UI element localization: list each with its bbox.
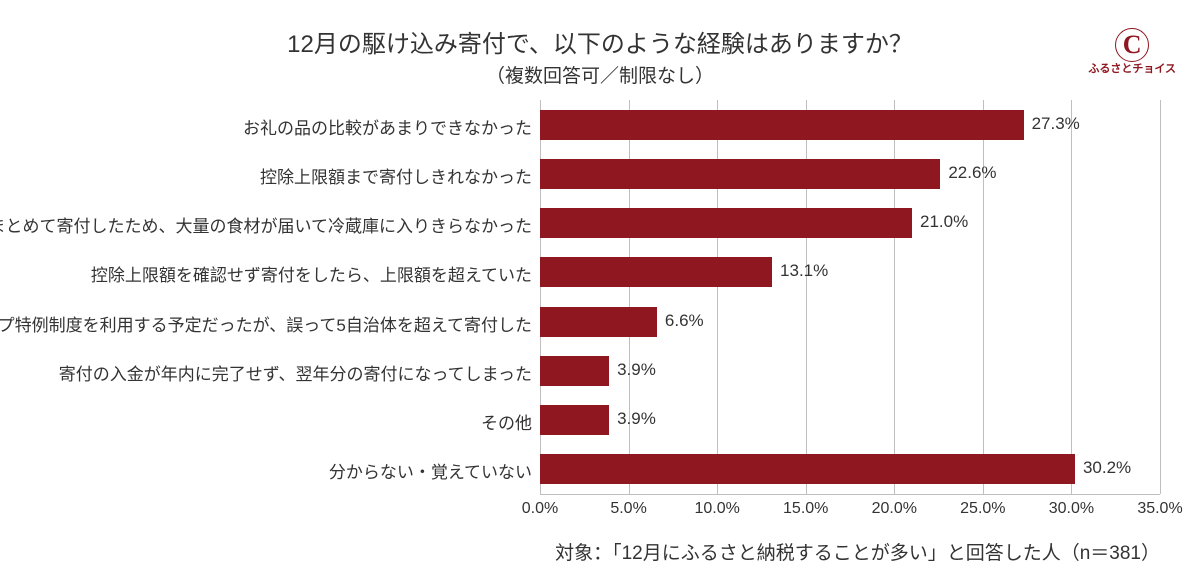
chart-subtitle: （複数回答可／制限なし）	[0, 61, 1200, 88]
chart-x-axis	[540, 494, 1160, 495]
chart-category-label: 控除上限額まで寄付しきれなかった	[260, 163, 532, 188]
chart-gridline	[983, 100, 984, 494]
logo-letter: C	[1123, 32, 1142, 58]
chart-x-tick: 10.0%	[694, 500, 739, 518]
chart-value-label: 30.2%	[1083, 458, 1131, 478]
chart-value-label: 3.9%	[617, 409, 656, 429]
chart-x-tick: 15.0%	[783, 500, 828, 518]
chart-bar	[540, 159, 940, 189]
chart-value-label: 6.6%	[665, 311, 704, 331]
chart-footer-note: 対象：「12月にふるさと納税することが多い」と回答した人（n＝381）	[555, 538, 1160, 565]
logo-text: ふるさとチョイス	[1088, 64, 1176, 75]
chart-title-block: 12月の駆け込み寄付で、以下のような経験はありますか？ （複数回答可／制限なし）	[0, 0, 1200, 88]
chart-bar	[540, 208, 912, 238]
chart-title: 12月の駆け込み寄付で、以下のような経験はありますか？	[0, 24, 1200, 59]
chart-category-label: 寄付の入金が年内に完了せず、翌年分の寄付になってしまった	[59, 360, 532, 385]
chart-category-label: お礼の品の比較があまりできなかった	[243, 114, 532, 139]
chart-value-label: 21.0%	[920, 212, 968, 232]
chart-x-tick: 0.0%	[522, 500, 558, 518]
chart-x-tick: 5.0%	[610, 500, 646, 518]
chart-category-label: 分からない・覚えていない	[329, 458, 532, 483]
chart-gridline	[1071, 100, 1072, 494]
chart-value-label: 27.3%	[1032, 114, 1080, 134]
chart-bar	[540, 405, 609, 435]
chart-x-tick: 30.0%	[1049, 500, 1094, 518]
logo-mark-icon: C	[1115, 28, 1149, 62]
chart-bar	[540, 257, 772, 287]
chart-value-label: 3.9%	[617, 360, 656, 380]
chart-category-label: まとめて寄付したため、大量の食材が届いて冷蔵庫に入りきらなかった	[0, 212, 532, 237]
chart-value-label: 22.6%	[948, 163, 996, 183]
chart-gridline	[1160, 100, 1161, 494]
chart-bar	[540, 356, 609, 386]
bar-chart: 0.0% 5.0% 10.0% 15.0% 20.0% 25.0% 30.0% 35.0% お礼…	[0, 100, 1200, 518]
chart-x-tick: 25.0%	[960, 500, 1005, 518]
brand-logo: C ふるさとチョイス	[1088, 28, 1176, 75]
chart-category-label: その他	[481, 409, 532, 434]
chart-bar	[540, 110, 1024, 140]
chart-category-label: ワンストップ特例制度を利用する予定だったが、誤って5自治体を超えて寄付した	[0, 311, 532, 336]
chart-bar	[540, 307, 657, 337]
chart-x-tick: 20.0%	[872, 500, 917, 518]
chart-category-label: 控除上限額を確認せず寄付をしたら、上限額を超えていた	[91, 261, 532, 286]
chart-x-tick: 35.0%	[1137, 500, 1182, 518]
chart-bar	[540, 454, 1075, 484]
chart-value-label: 13.1%	[780, 261, 828, 281]
